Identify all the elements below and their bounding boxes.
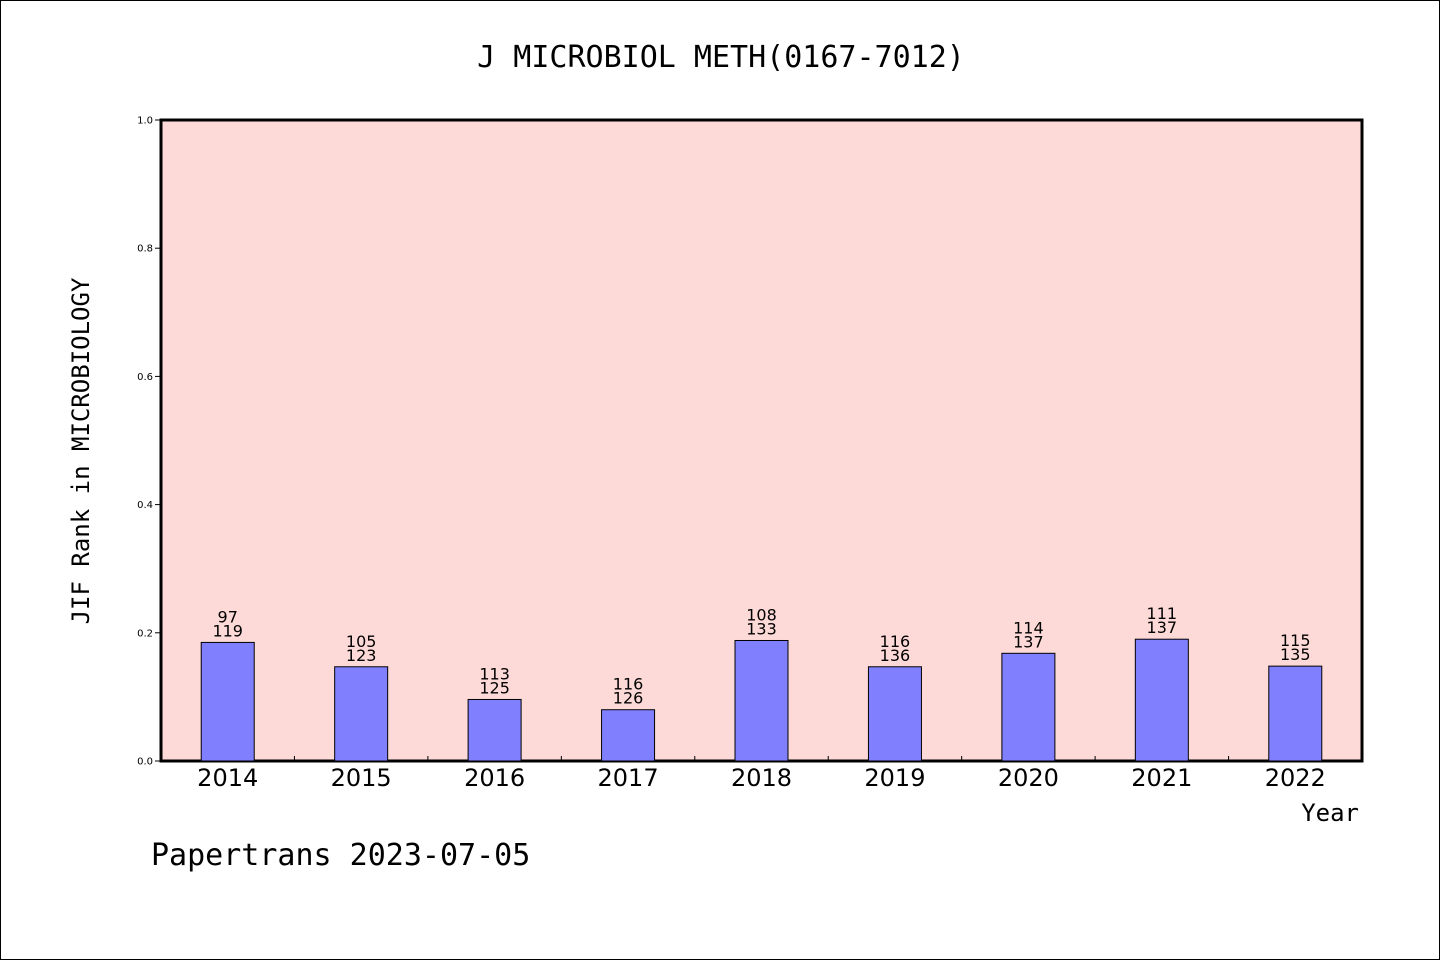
x-tick-label: 2018 bbox=[731, 764, 792, 792]
x-tick-label: 2014 bbox=[197, 764, 258, 792]
y-axis-label: JIF Rank in MICROBIOLOGY bbox=[67, 277, 95, 624]
y-tick-label: 0.6 bbox=[137, 372, 153, 383]
data-label-rank: 97 bbox=[218, 607, 238, 626]
data-label-rank: 113 bbox=[479, 664, 510, 683]
bar-2019 bbox=[867, 666, 922, 762]
bar-2017 bbox=[601, 709, 656, 762]
bars bbox=[200, 638, 1323, 762]
data-label-total: 126 bbox=[613, 689, 644, 708]
bar-2022 bbox=[1268, 665, 1323, 762]
bar-2021 bbox=[1134, 638, 1189, 762]
x-axis: 2014 2015 2016 2017 2018 2019 2020 2021 2022 bbox=[197, 756, 1326, 792]
bar-2020 bbox=[1001, 652, 1056, 762]
x-tick-label: 2016 bbox=[464, 764, 525, 792]
x-tick-label: 2022 bbox=[1265, 764, 1326, 792]
footer-watermark: Papertrans 2023-07-05 bbox=[151, 838, 530, 873]
bar-2016 bbox=[467, 698, 522, 762]
x-tick-label: 2021 bbox=[1131, 764, 1192, 792]
data-label-total: 137 bbox=[1147, 618, 1178, 637]
y-tick-label: 0.0 bbox=[137, 757, 153, 768]
data-label-rank: 116 bbox=[880, 632, 911, 651]
bar-2018 bbox=[734, 639, 789, 762]
y-tick-label: 0.2 bbox=[137, 628, 153, 639]
data-label-rank: 114 bbox=[1013, 618, 1044, 637]
data-label-rank: 105 bbox=[346, 632, 377, 651]
data-label-total: 136 bbox=[880, 646, 911, 665]
x-axis-label: Year bbox=[1301, 799, 1359, 827]
data-label-total: 119 bbox=[212, 621, 243, 640]
data-label-total: 137 bbox=[1013, 632, 1044, 651]
data-label-total: 125 bbox=[479, 678, 510, 697]
data-label-rank: 111 bbox=[1147, 604, 1178, 623]
x-tick-label: 2017 bbox=[598, 764, 659, 792]
y-tick-label: 0.4 bbox=[137, 500, 153, 511]
data-label-rank: 115 bbox=[1280, 631, 1311, 650]
data-label-rank: 108 bbox=[746, 605, 777, 624]
x-tick-label: 2019 bbox=[864, 764, 925, 792]
x-tick-label: 2015 bbox=[331, 764, 392, 792]
bar-2014 bbox=[200, 641, 255, 762]
data-label-total: 133 bbox=[746, 619, 777, 638]
x-tick-label: 2020 bbox=[998, 764, 1059, 792]
data-label-total: 123 bbox=[346, 646, 377, 665]
bar-2015 bbox=[334, 666, 389, 762]
y-tick-label: 1.0 bbox=[137, 116, 153, 127]
y-tick-label: 0.8 bbox=[137, 244, 153, 255]
chart-title: J MICROBIOL METH(0167-7012) bbox=[477, 40, 965, 75]
y-axis: 0.0 0.2 0.4 0.6 0.8 1.0 bbox=[137, 116, 161, 768]
data-label-rank: 116 bbox=[613, 675, 644, 694]
data-label-total: 135 bbox=[1280, 645, 1311, 664]
